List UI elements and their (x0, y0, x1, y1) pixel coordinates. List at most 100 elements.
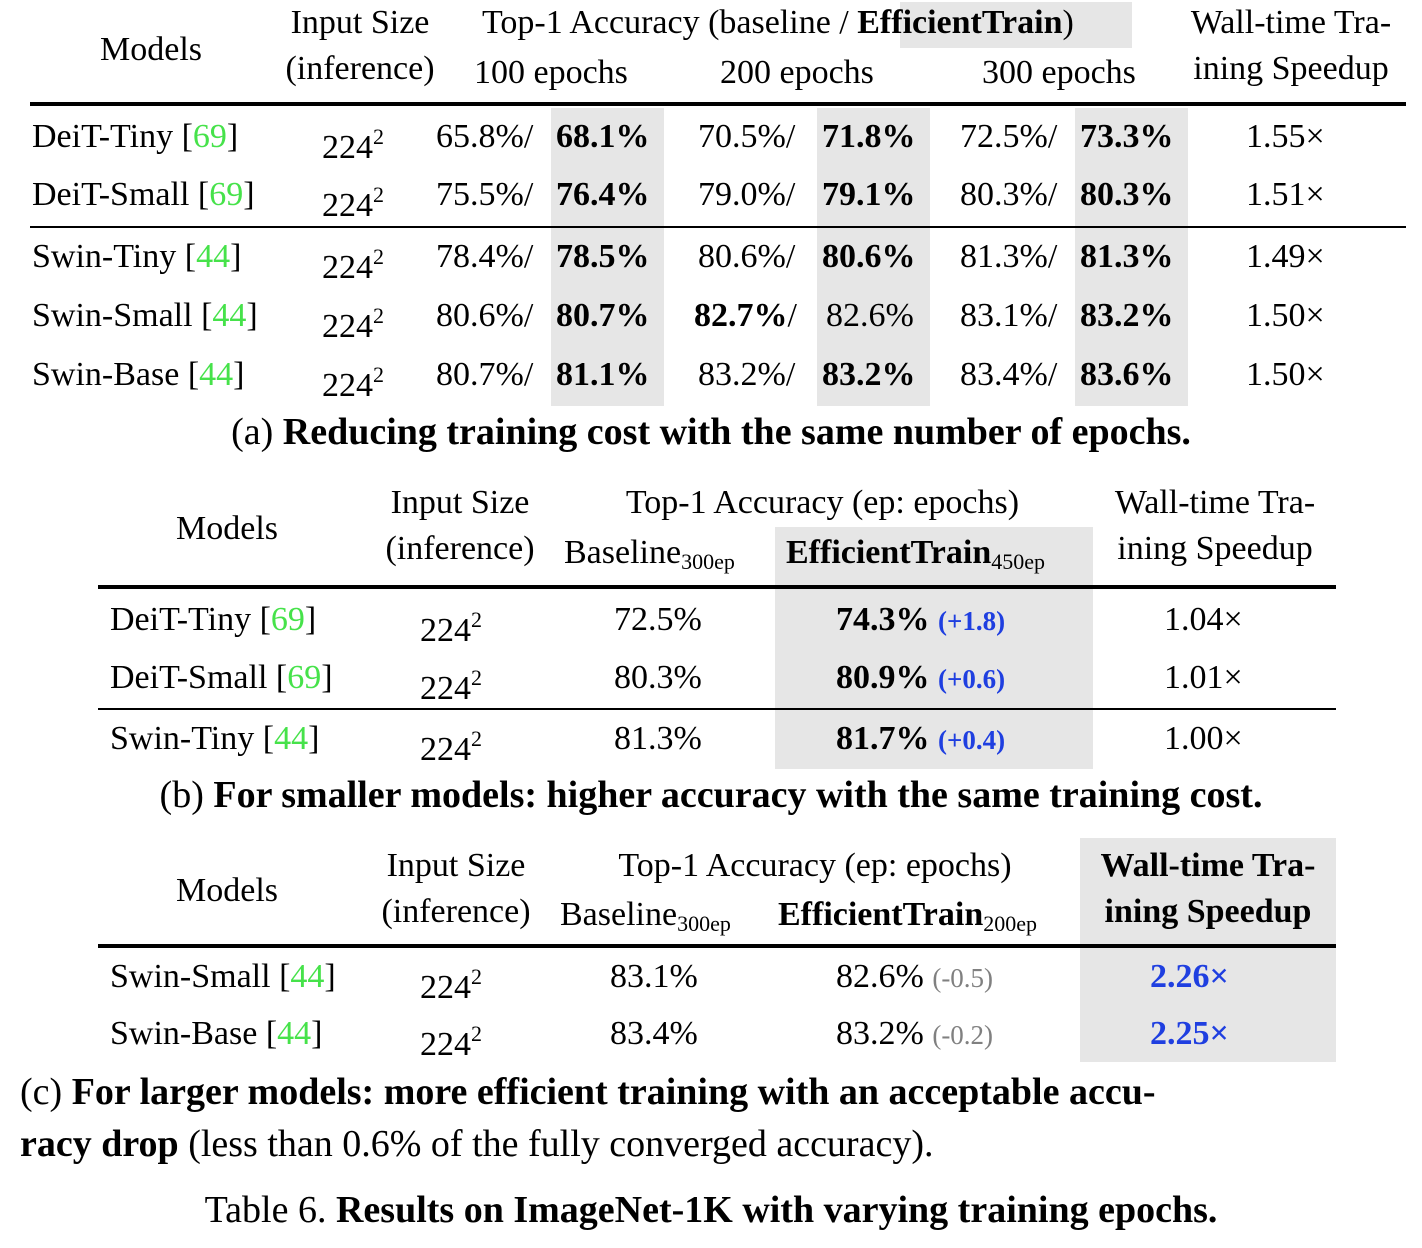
baseline-100: 65.8%/ (436, 118, 534, 155)
efficienttrain-value: 82.6% (-0.5) (836, 958, 994, 995)
baseline-200: 82.7%/ (694, 297, 797, 334)
speedup: 1.50× (1246, 297, 1325, 334)
efficienttrain-value: 80.9% (+0.6) (836, 659, 1006, 696)
efficienttrain-value: 81.7% (+0.4) (836, 720, 1006, 757)
efficienttrain-value: 83.2% (-0.2) (836, 1015, 994, 1052)
citation-link[interactable]: 44 (277, 1015, 312, 1052)
baseline-100: 78.4%/ (436, 238, 534, 275)
table-c-shade-speedup (1080, 838, 1336, 1062)
input-size: 2242 (420, 607, 482, 649)
efficienttrain-100: 78.5% (556, 238, 650, 275)
delta-badge: (-0.5) (932, 963, 994, 993)
table-a-header-input-size: Input Size (inference) (285, 4, 435, 87)
table-a-header-speedup: Wall-time Tra- ining Speedup (1190, 4, 1392, 87)
speedup: 1.50× (1246, 356, 1325, 393)
table-a-header-ep300: 300 epochs (982, 54, 1136, 91)
table-c-header-models: Models (176, 872, 278, 909)
baseline-300: 80.3%/ (960, 176, 1058, 213)
table-b-group-rule (98, 708, 1336, 710)
baseline-200: 70.5%/ (698, 118, 796, 155)
input-size: 2242 (322, 182, 384, 224)
model-name: Swin-Tiny [44] (110, 720, 320, 757)
efficienttrain-100: 80.7% (556, 297, 650, 334)
baseline-value: 81.3% (614, 720, 702, 757)
input-size: 2242 (322, 124, 384, 166)
model-name: DeiT-Tiny [69] (110, 601, 317, 638)
model-name: Swin-Base [44] (32, 356, 245, 393)
citation-link[interactable]: 44 (196, 238, 231, 275)
citation-link[interactable]: 69 (270, 601, 305, 638)
table-c-header-baseline: Baseline300ep (560, 896, 731, 936)
speedup: 2.26× (1150, 958, 1229, 995)
table-c-header-rule (98, 944, 1336, 948)
speedup: 1.49× (1246, 238, 1325, 275)
table-a-shade-300 (1075, 108, 1188, 406)
efficienttrain-300: 73.3% (1080, 118, 1174, 155)
main-table-caption: Table 6. Results on ImageNet-1K with var… (204, 1189, 1218, 1231)
table-b-header-speedup: Wall-time Tra- ining Speedup (1114, 484, 1316, 567)
baseline-100: 80.7%/ (436, 356, 534, 393)
table-c-header-accuracy: Top-1 Accuracy (ep: epochs) (618, 847, 1012, 884)
citation-link[interactable]: 44 (274, 720, 309, 757)
table-b-shade-efficienttrain (775, 527, 1093, 769)
efficienttrain-value: 74.3% (+1.8) (836, 601, 1006, 638)
model-name: DeiT-Small [69] (110, 659, 333, 696)
table-a-header-rule (30, 102, 1406, 106)
speedup: 2.25× (1150, 1015, 1229, 1052)
model-name: Swin-Small [44] (32, 297, 258, 334)
citation-link[interactable]: 44 (212, 297, 247, 334)
efficienttrain-100: 81.1% (556, 356, 650, 393)
table-c-header-efficienttrain: EfficientTrain200ep (778, 896, 1037, 936)
table-c-caption-line2: racy drop (less than 0.6% of the fully c… (20, 1123, 934, 1165)
speedup: 1.51× (1246, 176, 1325, 213)
table-b-header-rule (98, 585, 1336, 589)
input-size: 2242 (322, 303, 384, 345)
efficienttrain-200: 82.6% (826, 297, 914, 334)
baseline-value: 83.1% (610, 958, 698, 995)
delta-badge: (+0.6) (938, 664, 1006, 694)
baseline-300: 81.3%/ (960, 238, 1058, 275)
baseline-100: 75.5%/ (436, 176, 534, 213)
citation-link[interactable]: 69 (192, 118, 227, 155)
table-a-group-rule (30, 226, 1406, 228)
efficienttrain-100: 76.4% (556, 176, 650, 213)
model-name: Swin-Base [44] (110, 1015, 323, 1052)
table-a-shade-100 (551, 108, 664, 406)
input-size: 2242 (420, 964, 482, 1006)
table-a-header-ep100: 100 epochs (474, 54, 628, 91)
baseline-100: 80.6%/ (436, 297, 534, 334)
efficienttrain-300: 83.6% (1080, 356, 1174, 393)
table-c-header-speedup: Wall-time Tra- ining Speedup (1100, 847, 1316, 930)
baseline-300: 83.1%/ (960, 297, 1058, 334)
table-b-header-baseline: Baseline300ep (564, 534, 735, 574)
model-name: DeiT-Tiny [69] (32, 118, 239, 155)
table-a-header-models: Models (100, 31, 202, 68)
input-size: 2242 (322, 362, 384, 404)
model-name: Swin-Small [44] (110, 958, 336, 995)
input-size: 2242 (420, 665, 482, 707)
citation-link[interactable]: 44 (290, 958, 325, 995)
efficienttrain-100: 68.1% (556, 118, 650, 155)
table-c-header-input-size: Input Size (inference) (381, 847, 531, 930)
table-c-caption-line1: (c) For larger models: more efficient tr… (20, 1071, 1156, 1113)
citation-link[interactable]: 44 (199, 356, 234, 393)
baseline-value: 83.4% (610, 1015, 698, 1052)
table-a-shade-200 (817, 108, 930, 406)
table-a-caption: (a) Reducing training cost with the same… (231, 411, 1191, 453)
input-size: 2242 (420, 1021, 482, 1063)
speedup: 1.04× (1164, 601, 1243, 638)
efficienttrain-200: 71.8% (822, 118, 916, 155)
baseline-200: 80.6%/ (698, 238, 796, 275)
citation-link[interactable]: 69 (209, 176, 244, 213)
citation-link[interactable]: 69 (287, 659, 322, 696)
table-b-header-efficienttrain: EfficientTrain450ep (786, 534, 1045, 574)
table-b-header-input-size: Input Size (inference) (385, 484, 535, 567)
speedup: 1.00× (1164, 720, 1243, 757)
table-a-header-ep200: 200 epochs (720, 54, 874, 91)
baseline-300: 83.4%/ (960, 356, 1058, 393)
baseline-200: 79.0%/ (698, 176, 796, 213)
speedup: 1.55× (1246, 118, 1325, 155)
efficienttrain-300: 80.3% (1080, 176, 1174, 213)
delta-badge: (-0.2) (932, 1020, 994, 1050)
table-b-header-models: Models (176, 510, 278, 547)
